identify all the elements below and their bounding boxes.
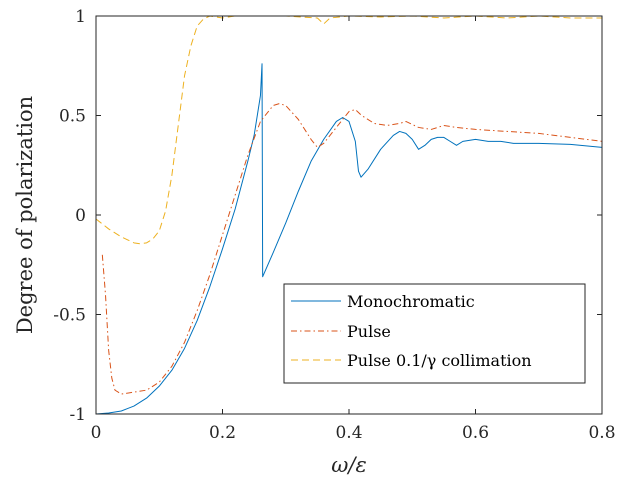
legend: Monochromatic Pulse Pulse 0.1/γ collimat… bbox=[283, 283, 586, 384]
y-tick-label: 1 bbox=[75, 7, 86, 27]
y-axis-label: Degree of polarization bbox=[13, 96, 37, 334]
x-tick-label: 0.8 bbox=[588, 423, 615, 443]
x-tick-label: 0.2 bbox=[209, 423, 236, 443]
tick-layer: 0 0.2 0.4 0.6 0.8 -1 -0.5 0 0.5 1 bbox=[53, 7, 615, 443]
series-line-3 bbox=[96, 16, 602, 245]
legend-label-monochromatic: Monochromatic bbox=[347, 292, 475, 311]
y-tick-label: -0.5 bbox=[53, 306, 86, 326]
y-tick-label: 0.5 bbox=[59, 107, 86, 127]
y-tick-label: -1 bbox=[69, 405, 86, 425]
series-line-2 bbox=[101, 103, 602, 395]
x-tick-label: 0.6 bbox=[462, 423, 489, 443]
series-layer bbox=[96, 16, 602, 414]
series-line-1 bbox=[96, 63, 602, 414]
x-tick-label: 0.4 bbox=[335, 423, 362, 443]
y-tick-label: 0 bbox=[75, 206, 86, 226]
legend-label-pulse-collimation: Pulse 0.1/γ collimation bbox=[347, 351, 532, 370]
legend-label-pulse: Pulse bbox=[347, 322, 391, 341]
x-tick-label: 0 bbox=[91, 423, 102, 443]
x-axis-label: ω/ε bbox=[331, 453, 366, 477]
